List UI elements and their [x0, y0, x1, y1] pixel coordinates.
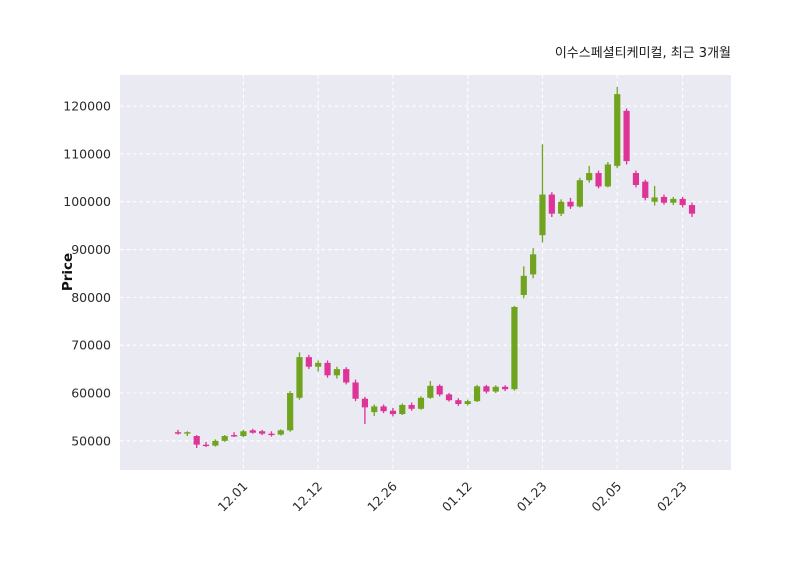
y-tick-label: 120000 [63, 99, 111, 114]
candle-body-down [595, 173, 602, 187]
y-tick-label: 110000 [63, 146, 111, 161]
candle-body-up [184, 432, 191, 434]
candle-body-up [511, 306, 518, 390]
x-tick-label: 01.12 [439, 479, 475, 515]
candle-body-down [688, 205, 696, 214]
candle-body-up [586, 173, 593, 181]
candle-body-down [352, 382, 359, 399]
x-tick-label: 01.23 [514, 479, 550, 515]
candle-body-down [660, 196, 668, 203]
candle-body-down [483, 386, 490, 392]
candle-body-up [651, 197, 658, 202]
x-tick-label: 12.26 [364, 478, 400, 514]
candle-body-up [530, 254, 537, 275]
chart-title: 이수스페셜티케미컬, 최근 3개월 [554, 46, 731, 61]
candle-body-up [576, 180, 583, 207]
candle-body-down [174, 432, 182, 434]
candle-body-down [361, 398, 369, 408]
candle-body-up [371, 406, 378, 413]
candle-body-down [268, 433, 275, 436]
candle-body-down [305, 357, 312, 367]
x-tick-label: 12.12 [289, 479, 325, 515]
candle-body-up [277, 430, 284, 435]
candle-body-up [296, 357, 303, 398]
candle-body-up [473, 386, 481, 402]
candle-body-down [548, 194, 555, 214]
candle-body-down [679, 198, 686, 206]
candle-body-up [464, 401, 471, 405]
candle-body-up [221, 436, 228, 441]
candle-body-down [642, 181, 649, 198]
x-tick-label: 02.05 [588, 479, 624, 515]
y-tick-label: 50000 [71, 433, 111, 448]
candle-body-up [287, 393, 294, 431]
candle-body-up [333, 369, 340, 376]
candle-body-up [240, 431, 247, 437]
candle-body-down [567, 201, 574, 207]
y-tick-label: 60000 [71, 386, 111, 401]
candle-body-up [520, 275, 527, 295]
candle-body-up [670, 198, 677, 203]
candle-body-up [492, 386, 499, 392]
candle-body-down [501, 386, 509, 390]
plot-area [120, 75, 731, 470]
candle-body-down [623, 110, 630, 162]
candle-body-up [558, 201, 565, 214]
candle-body-up [539, 194, 546, 236]
candle-body-down [202, 444, 210, 447]
candle-body-down [193, 436, 200, 445]
candle-body-down [445, 394, 453, 401]
candle-body-up [427, 385, 434, 398]
y-tick-label: 90000 [71, 242, 111, 257]
candle-body-down [324, 362, 331, 376]
candle-body-down [343, 369, 350, 383]
y-tick-label: 100000 [63, 194, 111, 209]
y-tick-label: 70000 [71, 338, 111, 353]
candle-body-up [417, 397, 425, 409]
candle-body-up [315, 362, 322, 367]
candle-body-up [212, 440, 219, 446]
candle-body-down [230, 435, 238, 437]
candle-body-up [614, 94, 621, 166]
y-axis-label: Price [60, 252, 76, 292]
candle-body-up [604, 164, 611, 187]
candle-body-down [455, 400, 462, 405]
candle-body-down [249, 430, 256, 433]
x-tick-label: 02.23 [654, 479, 690, 515]
x-tick-label: 12.01 [215, 479, 251, 515]
candle-body-down [380, 406, 387, 412]
candle-body-up [399, 404, 406, 415]
candle-body-down [389, 410, 397, 415]
candle-body-down [408, 404, 415, 409]
candle-body-down [436, 385, 443, 395]
y-tick-label: 80000 [71, 290, 111, 305]
candle-body-down [259, 431, 266, 434]
candle-body-down [632, 173, 640, 185]
